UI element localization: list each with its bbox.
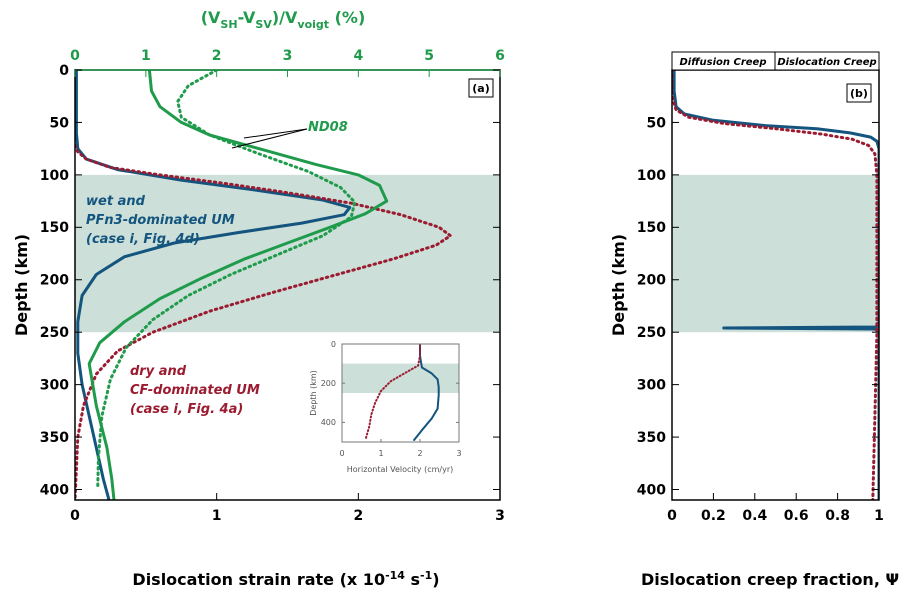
panel-a-top-x-ticks: 0 1 2 3 4 5 6 <box>70 48 505 77</box>
panel-b-series-red-dotted-1 <box>672 70 879 500</box>
panel-a-x-tick-label-2: 2 <box>353 508 363 524</box>
annotation-nd08-leader-2 <box>243 128 308 139</box>
inset-x-ticks: 0 1 2 3 <box>339 439 462 458</box>
inset-series-red-dotted-1 <box>364 344 421 441</box>
panel-a-x-tick-label-0: 0 <box>70 508 80 524</box>
panel-a-top-tick-label-1: 1 <box>141 48 151 64</box>
regime-label-diffusion: Diffusion Creep <box>679 57 766 68</box>
annotation-nd08-leader-1 <box>231 128 308 149</box>
panel-a-label: (a) <box>472 82 489 95</box>
panel-a-top-tick-label-3: 3 <box>283 48 293 64</box>
panel-b-y-tick-label-3: 200 <box>637 273 666 289</box>
panel-a-top-tick-label-6: 6 <box>495 48 505 64</box>
panel-b-label: (b) <box>850 87 868 100</box>
annotation-dry-line-1: dry and <box>130 364 187 379</box>
panel-b-y-tick-label-7: 400 <box>637 482 666 498</box>
panel-a-y-tick-label-0: 0 <box>59 63 69 79</box>
inset-y-ticks: 0 200 400 <box>321 340 459 427</box>
inset-x-tick-label-0: 0 <box>339 449 344 458</box>
panel-b-x-tick-label-1: 0.2 <box>701 508 726 524</box>
panel-a-series-group <box>75 70 452 500</box>
panel-a-x-ticks: 0 1 2 3 <box>70 493 505 524</box>
panel-a-series-green-solid-2 <box>87 70 389 500</box>
inset-y-tick-label-2: 400 <box>321 418 336 427</box>
inset-x-axis-label: Horizontal Velocity (cm/yr) <box>347 465 453 474</box>
inset-frame <box>341 343 460 443</box>
annotation-wet-line-3: (case i, Fig. 4d) <box>86 232 200 247</box>
panel-b: Diffusion Creep Dislocation Creep 50 100 1… <box>609 51 899 589</box>
inset-y-axis-label: Depth (km) <box>309 370 318 416</box>
panel-a-y-tick-label-3: 150 <box>40 220 69 236</box>
panel-a-y-tick-label-2: 100 <box>40 168 69 184</box>
inset-x-tick-label-2: 2 <box>417 449 422 458</box>
panel-a-x-tick-label-1: 1 <box>212 508 222 524</box>
annotation-dry-line-3: (case i, Fig. 4a) <box>130 402 243 417</box>
panel-a-shaded-band <box>75 174 500 333</box>
panel-a-y-tick-label-8: 400 <box>40 482 69 498</box>
panel-b-y-ticks: 50 100 150 200 250 300 350 400 <box>637 115 879 498</box>
panel-b-shaded-band <box>672 174 879 333</box>
panel-a-y-tick-label-4: 200 <box>40 273 69 289</box>
panel-b-y-axis-label: Depth (km) <box>609 234 628 336</box>
panel-a-series-green-dotted-3 <box>96 70 357 491</box>
panel-b-label-box <box>846 83 872 103</box>
panel-a-x-axis-label: Dislocation strain rate (x 10-14 s-1) <box>132 569 439 589</box>
annotation-wet-line-1: wet and <box>86 194 146 209</box>
inset-y-tick-label-0: 0 <box>331 340 336 349</box>
regime-label-dislocation: Dislocation Creep <box>777 57 876 68</box>
panel-a-y-tick-label-7: 350 <box>40 430 69 446</box>
panel-a-y-axis-label: Depth (km) <box>12 234 31 336</box>
panel-b-y-tick-label-2: 150 <box>637 220 666 236</box>
annotation-wet-line-2: PFn3-dominated UM <box>86 213 235 228</box>
panel-a-top-tick-label-2: 2 <box>212 48 222 64</box>
panel-b-x-tick-label-2: 0.4 <box>742 508 767 524</box>
inset-y-tick-label-1: 200 <box>321 379 336 388</box>
annotation-dry-line-2: CF-dominated UM <box>130 383 260 398</box>
panel-b-y-tick-label-6: 350 <box>637 430 666 446</box>
panel-a-y-tick-label-5: 250 <box>40 325 69 341</box>
inset-series-group <box>364 344 440 441</box>
panel-b-y-tick-label-0: 50 <box>647 115 667 131</box>
panel-b-x-tick-label-0: 0 <box>667 508 677 524</box>
panel-b-x-ticks: 0 0.2 0.4 0.6 0.8 1 <box>667 493 884 524</box>
inset-x-tick-label-1: 1 <box>378 449 383 458</box>
inset-shaded-band <box>342 363 459 393</box>
panel-b-series-group <box>672 70 879 500</box>
panel-a-top-tick-label-5: 5 <box>424 48 434 64</box>
panel-a-y-tick-label-1: 50 <box>50 115 70 131</box>
panel-a-top-tick-label-4: 4 <box>353 48 363 64</box>
inset: 0 200 400 0 1 2 3 Horizontal Velocity (cm/yr)… <box>309 340 462 474</box>
panel-b-y-tick-label-4: 250 <box>637 325 666 341</box>
panel-a-top-axis-label: (VSH-VSV)/Vvoigt (%) <box>201 8 366 31</box>
panel-b-y-tick-label-5: 300 <box>637 378 666 394</box>
panel-b-y-tick-label-1: 100 <box>637 168 666 184</box>
inset-series-blue-solid-0 <box>413 344 440 441</box>
panel-a-top-tick-label-0: 0 <box>70 48 80 64</box>
panel-b-x-tick-label-4: 0.8 <box>825 508 850 524</box>
panel-b-x-tick-label-3: 0.6 <box>784 508 809 524</box>
inset-x-tick-label-3: 3 <box>456 449 461 458</box>
panel-b-x-tick-label-5: 1 <box>874 508 884 524</box>
panel-b-x-axis-label: Dislocation creep fraction, Ψ <box>641 570 899 589</box>
panel-a-x-tick-label-3: 3 <box>495 508 505 524</box>
annotation-nd08: ND08 <box>308 120 348 135</box>
panel-a-label-box <box>468 78 494 98</box>
panel-a-y-tick-label-6: 300 <box>40 378 69 394</box>
